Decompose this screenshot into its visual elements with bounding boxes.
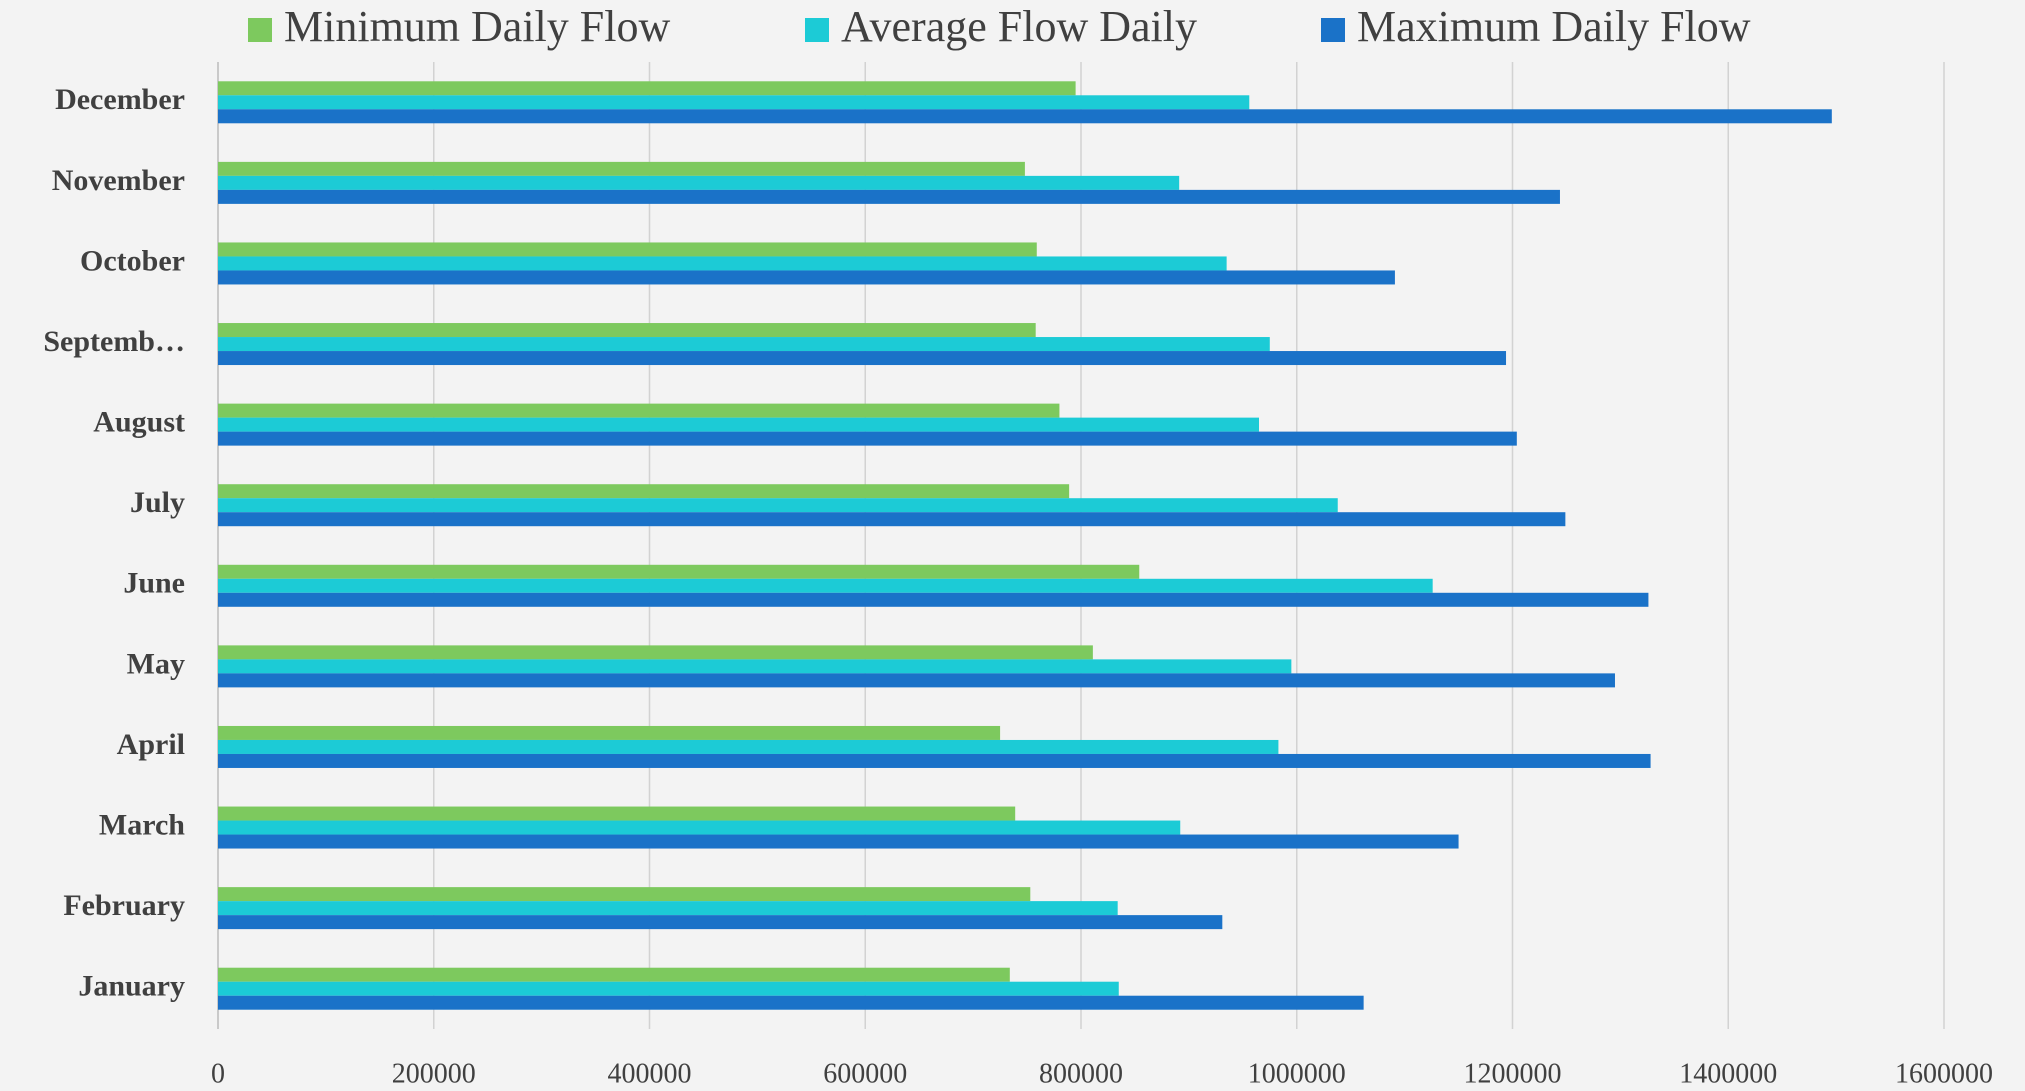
bar xyxy=(218,645,1093,660)
bar xyxy=(218,901,1118,916)
y-tick-label: November xyxy=(52,164,185,197)
bar xyxy=(218,189,1560,204)
x-tick-label: 1200000 xyxy=(1464,1058,1562,1089)
bar xyxy=(218,512,1566,527)
bar xyxy=(218,351,1507,366)
x-tick-label: 1400000 xyxy=(1679,1058,1777,1089)
x-tick-label: 0 xyxy=(211,1058,225,1089)
x-tick-label: 200000 xyxy=(392,1058,476,1089)
bar xyxy=(218,417,1259,432)
y-tick-label: March xyxy=(99,808,185,841)
bar xyxy=(218,323,1036,338)
legend-label: Minimum Daily Flow xyxy=(284,2,670,51)
bar xyxy=(218,270,1395,285)
bar xyxy=(218,806,1016,821)
bar xyxy=(218,431,1517,446)
bar xyxy=(218,175,1180,190)
y-tick-label: December xyxy=(55,83,185,116)
bar xyxy=(218,337,1270,352)
bar xyxy=(218,242,1037,257)
bar xyxy=(218,995,1364,1010)
bar xyxy=(218,592,1649,607)
x-tick-label: 600000 xyxy=(823,1058,907,1089)
bar xyxy=(218,659,1292,674)
bar xyxy=(218,109,1832,124)
y-tick-label: April xyxy=(117,728,185,761)
y-tick-label: August xyxy=(93,406,185,439)
bar xyxy=(218,673,1615,688)
y-tick-label: October xyxy=(80,244,185,277)
bar xyxy=(218,915,1223,930)
x-tick-label: 1600000 xyxy=(1895,1058,1993,1089)
bar xyxy=(218,887,1031,902)
legend-swatch xyxy=(1321,18,1345,42)
x-tick-label: 800000 xyxy=(1039,1058,1123,1089)
bar xyxy=(218,161,1025,176)
legend-swatch xyxy=(248,18,272,42)
bar xyxy=(218,981,1119,996)
bar xyxy=(218,564,1140,579)
bar xyxy=(218,753,1651,768)
x-tick-label: 1000000 xyxy=(1248,1058,1346,1089)
legend-label: Maximum Daily Flow xyxy=(1357,2,1751,51)
bar xyxy=(218,967,1010,982)
bar xyxy=(218,725,1001,740)
y-tick-label: June xyxy=(123,567,185,600)
x-tick-label: 400000 xyxy=(608,1058,692,1089)
bar xyxy=(218,256,1227,271)
bar xyxy=(218,578,1433,593)
y-tick-label: February xyxy=(63,889,185,922)
bar xyxy=(218,484,1070,499)
bar xyxy=(218,498,1338,513)
y-tick-label: January xyxy=(78,970,185,1003)
bar xyxy=(218,95,1250,110)
bar xyxy=(218,403,1060,418)
y-tick-label: Septemb… xyxy=(43,325,185,358)
y-tick-label: May xyxy=(127,647,185,680)
bar xyxy=(218,834,1459,849)
legend-label: Average Flow Daily xyxy=(841,2,1197,51)
bar xyxy=(218,820,1181,835)
y-tick-label: July xyxy=(130,486,185,519)
legend-swatch xyxy=(805,18,829,42)
bar xyxy=(218,81,1076,96)
bar xyxy=(218,739,1279,754)
